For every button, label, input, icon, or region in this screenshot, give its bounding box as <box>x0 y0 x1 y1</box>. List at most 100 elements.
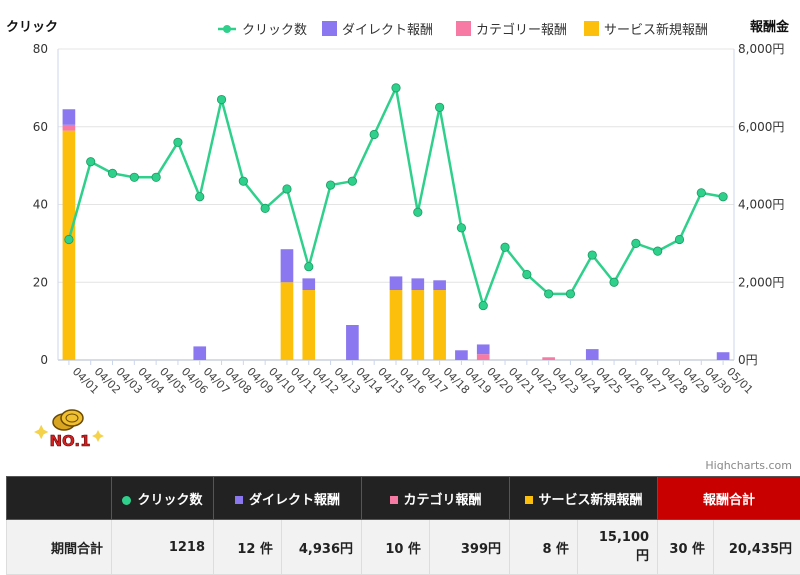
click-point[interactable] <box>283 185 291 193</box>
bar-category[interactable] <box>542 357 555 360</box>
right-tick-label: 0円 <box>738 353 758 367</box>
right-axis-title: 報酬金 <box>750 19 790 35</box>
click-point[interactable] <box>326 181 334 189</box>
right-tick-label: 2,000円 <box>738 275 784 289</box>
left-tick-label: 60 <box>33 120 48 134</box>
category-square-icon <box>390 496 398 504</box>
legend-square-symbol <box>456 21 471 36</box>
clicks-total: 1218 <box>112 520 214 575</box>
click-point[interactable] <box>610 278 618 286</box>
bar-category[interactable] <box>63 125 76 131</box>
click-point[interactable] <box>108 169 116 177</box>
click-point[interactable] <box>370 130 378 138</box>
service-header: サービス新規報酬 <box>510 477 658 520</box>
click-point[interactable] <box>239 177 247 185</box>
direct-header: ダイレクト報酬 <box>214 477 362 520</box>
bar-service[interactable] <box>390 290 403 360</box>
logo-text: NO.1 <box>49 432 90 450</box>
clicks-header: クリック数 <box>112 477 214 520</box>
summary-corner <box>7 477 112 520</box>
bar-service[interactable] <box>281 282 294 360</box>
category-header: カテゴリ報酬 <box>362 477 510 520</box>
click-point[interactable] <box>588 251 596 259</box>
bar-service[interactable] <box>302 290 315 360</box>
category-amount: 399円 <box>430 520 510 575</box>
left-tick-label: 80 <box>33 42 48 56</box>
service-square-icon <box>525 496 533 504</box>
click-point[interactable] <box>719 193 727 201</box>
click-point[interactable] <box>348 177 356 185</box>
bar-direct[interactable] <box>193 346 206 360</box>
click-point[interactable] <box>479 301 487 309</box>
service-count: 8 件 <box>510 520 578 575</box>
period-total-label: 期間合計 <box>7 520 112 575</box>
legend-label: サービス新規報酬 <box>604 22 708 38</box>
line-series[interactable] <box>65 84 728 310</box>
direct-amount: 4,936円 <box>282 520 362 575</box>
bar-direct[interactable] <box>455 350 468 360</box>
bar-direct[interactable] <box>346 325 359 360</box>
legend[interactable]: クリック数 ダイレクト報酬 カテゴリー報酬 サービス新規報酬 <box>218 21 708 38</box>
total-amount: 20,435円 <box>714 520 800 575</box>
click-point[interactable] <box>174 138 182 146</box>
legend-item-clicks[interactable]: クリック数 <box>218 23 307 38</box>
click-point[interactable] <box>523 270 531 278</box>
click-point[interactable] <box>675 235 683 243</box>
click-point[interactable] <box>414 208 422 216</box>
summary-table: クリック数 ダイレクト報酬 カテゴリ報酬 サービス新規報酬 報酬合計 期間合計 … <box>6 476 800 575</box>
right-tick-label: 8,000円 <box>738 42 784 56</box>
bar-service[interactable] <box>411 290 424 360</box>
click-point[interactable] <box>261 204 269 212</box>
click-point[interactable] <box>217 95 225 103</box>
bar-category[interactable] <box>477 354 490 360</box>
bar-direct[interactable] <box>586 349 599 360</box>
summary-header-row: クリック数 ダイレクト報酬 カテゴリ報酬 サービス新規報酬 報酬合計 <box>7 477 800 520</box>
click-line <box>69 88 723 306</box>
bar-direct[interactable] <box>63 109 76 125</box>
bar-series[interactable] <box>63 109 730 360</box>
bar-direct[interactable] <box>390 276 403 290</box>
legend-square-symbol <box>322 21 337 36</box>
click-point[interactable] <box>152 173 160 181</box>
click-point[interactable] <box>65 235 73 243</box>
click-point[interactable] <box>457 224 465 232</box>
legend-item-direct[interactable]: ダイレクト報酬 <box>322 21 433 38</box>
bar-direct[interactable] <box>411 278 424 290</box>
legend-label: クリック数 <box>242 23 307 38</box>
highcharts-credit[interactable]: Highcharts.com <box>705 459 792 470</box>
no1-badge-logo: NO.1 <box>34 404 108 452</box>
bar-service[interactable] <box>433 290 446 360</box>
bar-direct[interactable] <box>281 249 294 282</box>
summary-data-row: 期間合計 1218 12 件 4,936円 10 件 399円 8 件 15,1… <box>7 520 800 575</box>
click-point[interactable] <box>653 247 661 255</box>
category-count: 10 件 <box>362 520 430 575</box>
right-tick-label: 6,000円 <box>738 120 784 134</box>
click-point[interactable] <box>392 84 400 92</box>
click-point[interactable] <box>697 189 705 197</box>
legend-item-category[interactable]: カテゴリー報酬 <box>456 21 567 38</box>
click-point[interactable] <box>87 158 95 166</box>
x-axis-ticks: 04/0104/0204/0304/0404/0504/0604/0704/08… <box>69 360 756 397</box>
bar-service[interactable] <box>63 131 76 360</box>
click-point[interactable] <box>196 193 204 201</box>
click-point[interactable] <box>305 263 313 271</box>
bar-direct[interactable] <box>433 280 446 290</box>
bar-direct[interactable] <box>477 344 490 354</box>
legend-label: カテゴリー報酬 <box>476 22 567 38</box>
legend-dot-symbol <box>223 25 231 33</box>
clicks-dot-icon <box>122 496 131 505</box>
click-point[interactable] <box>435 103 443 111</box>
click-point[interactable] <box>501 243 509 251</box>
click-point[interactable] <box>130 173 138 181</box>
click-point[interactable] <box>566 290 574 298</box>
total-header: 報酬合計 <box>658 477 800 520</box>
click-point[interactable] <box>544 290 552 298</box>
click-point[interactable] <box>632 239 640 247</box>
legend-label: ダイレクト報酬 <box>342 23 433 38</box>
bar-direct[interactable] <box>302 278 315 290</box>
legend-item-service[interactable]: サービス新規報酬 <box>584 21 708 38</box>
direct-square-icon <box>235 496 243 504</box>
bar-direct[interactable] <box>717 352 730 360</box>
